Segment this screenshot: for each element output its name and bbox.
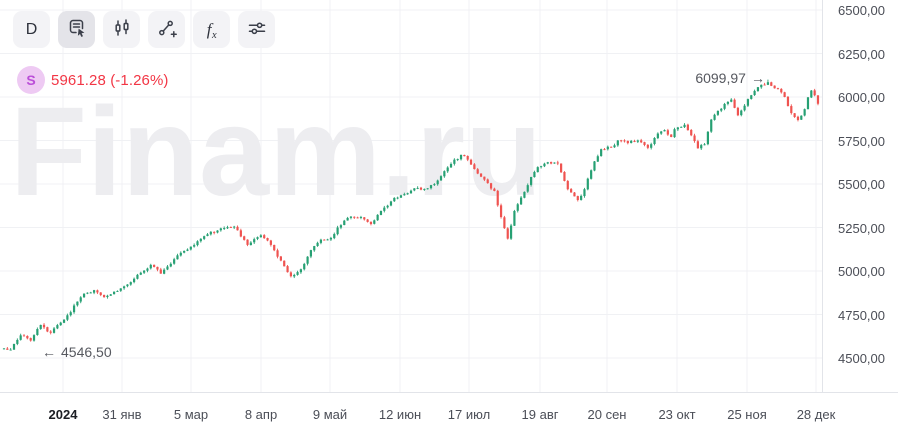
details-panel-button[interactable] (58, 11, 95, 48)
ticker-symbol-badge[interactable]: S (17, 66, 45, 94)
price-axis[interactable]: 6500,00 6250,00 6000,00 5750,00 5500,00 5250,… (822, 0, 898, 392)
min-price-annotation: ← 4546,50 (42, 344, 112, 360)
time-axis[interactable]: 2024 31 янв 5 мар 8 апр 9 май 12 июн 17 июл 19 … (0, 392, 898, 427)
sliders-icon (245, 16, 269, 43)
price-tick-label: 4500,00 (838, 351, 885, 366)
settings-sliders-button[interactable] (238, 11, 275, 48)
price-tick-label: 5250,00 (838, 220, 885, 236)
candlestick-chart[interactable]: Finam.ru (0, 0, 822, 392)
date-tick-label: 23 окт (658, 407, 696, 422)
date-tick-label: 17 июл (447, 407, 491, 422)
max-price-annotation: 6099,97 → (645, 70, 765, 86)
price-tick-label: 6500,00 (838, 3, 885, 18)
date-tick-label: 8 апр (244, 407, 278, 422)
interval-button[interactable]: D (13, 11, 50, 48)
min-price-value: 4546,50 (61, 343, 112, 360)
candlestick-style-button[interactable] (103, 11, 140, 48)
chart-toolbar: D (13, 11, 275, 48)
date-tick-label: 19 авг (521, 407, 559, 422)
indicators-fx-button[interactable]: fx (193, 11, 230, 48)
date-tick-label: 31 янв (102, 407, 142, 422)
date-tick-label: 20 сен (587, 407, 627, 422)
max-price-value: 6099,97 (695, 69, 746, 86)
date-tick-label: 25 ноя (727, 407, 767, 422)
last-quote-text: 5961.28 (-1.26%) (51, 71, 169, 89)
arrow-left-icon: ← (42, 343, 56, 360)
candlestick-icon (110, 16, 134, 43)
price-tick-label: 4750,00 (838, 307, 885, 323)
details-panel-icon (65, 16, 89, 43)
trend-line-tool-button[interactable] (148, 11, 185, 48)
candles (2, 79, 820, 351)
finam-watermark: Finam.ru (10, 81, 542, 222)
price-tick-label: 6000,00 (838, 90, 885, 105)
price-tick-label: 5500,00 (838, 177, 885, 192)
price-tick-label: 5750,00 (838, 133, 885, 149)
price-tick-label: 6250,00 (838, 46, 885, 62)
arrow-right-icon: → (750, 69, 765, 86)
gridlines (0, 0, 822, 392)
interval-label: D (25, 20, 38, 38)
price-tick-label: 5000,00 (838, 264, 885, 279)
fx-icon: fx (206, 19, 217, 41)
date-tick-label: 5 мар (173, 407, 209, 422)
date-tick-label: 12 июн (378, 407, 422, 422)
ticker-row: S 5961.28 (-1.26%) (17, 66, 169, 94)
date-tick-label: 28 дек (796, 407, 836, 422)
year-tick-label: 2024 (48, 407, 78, 422)
trend-line-icon (155, 16, 179, 43)
date-tick-label: 9 май (312, 407, 348, 422)
